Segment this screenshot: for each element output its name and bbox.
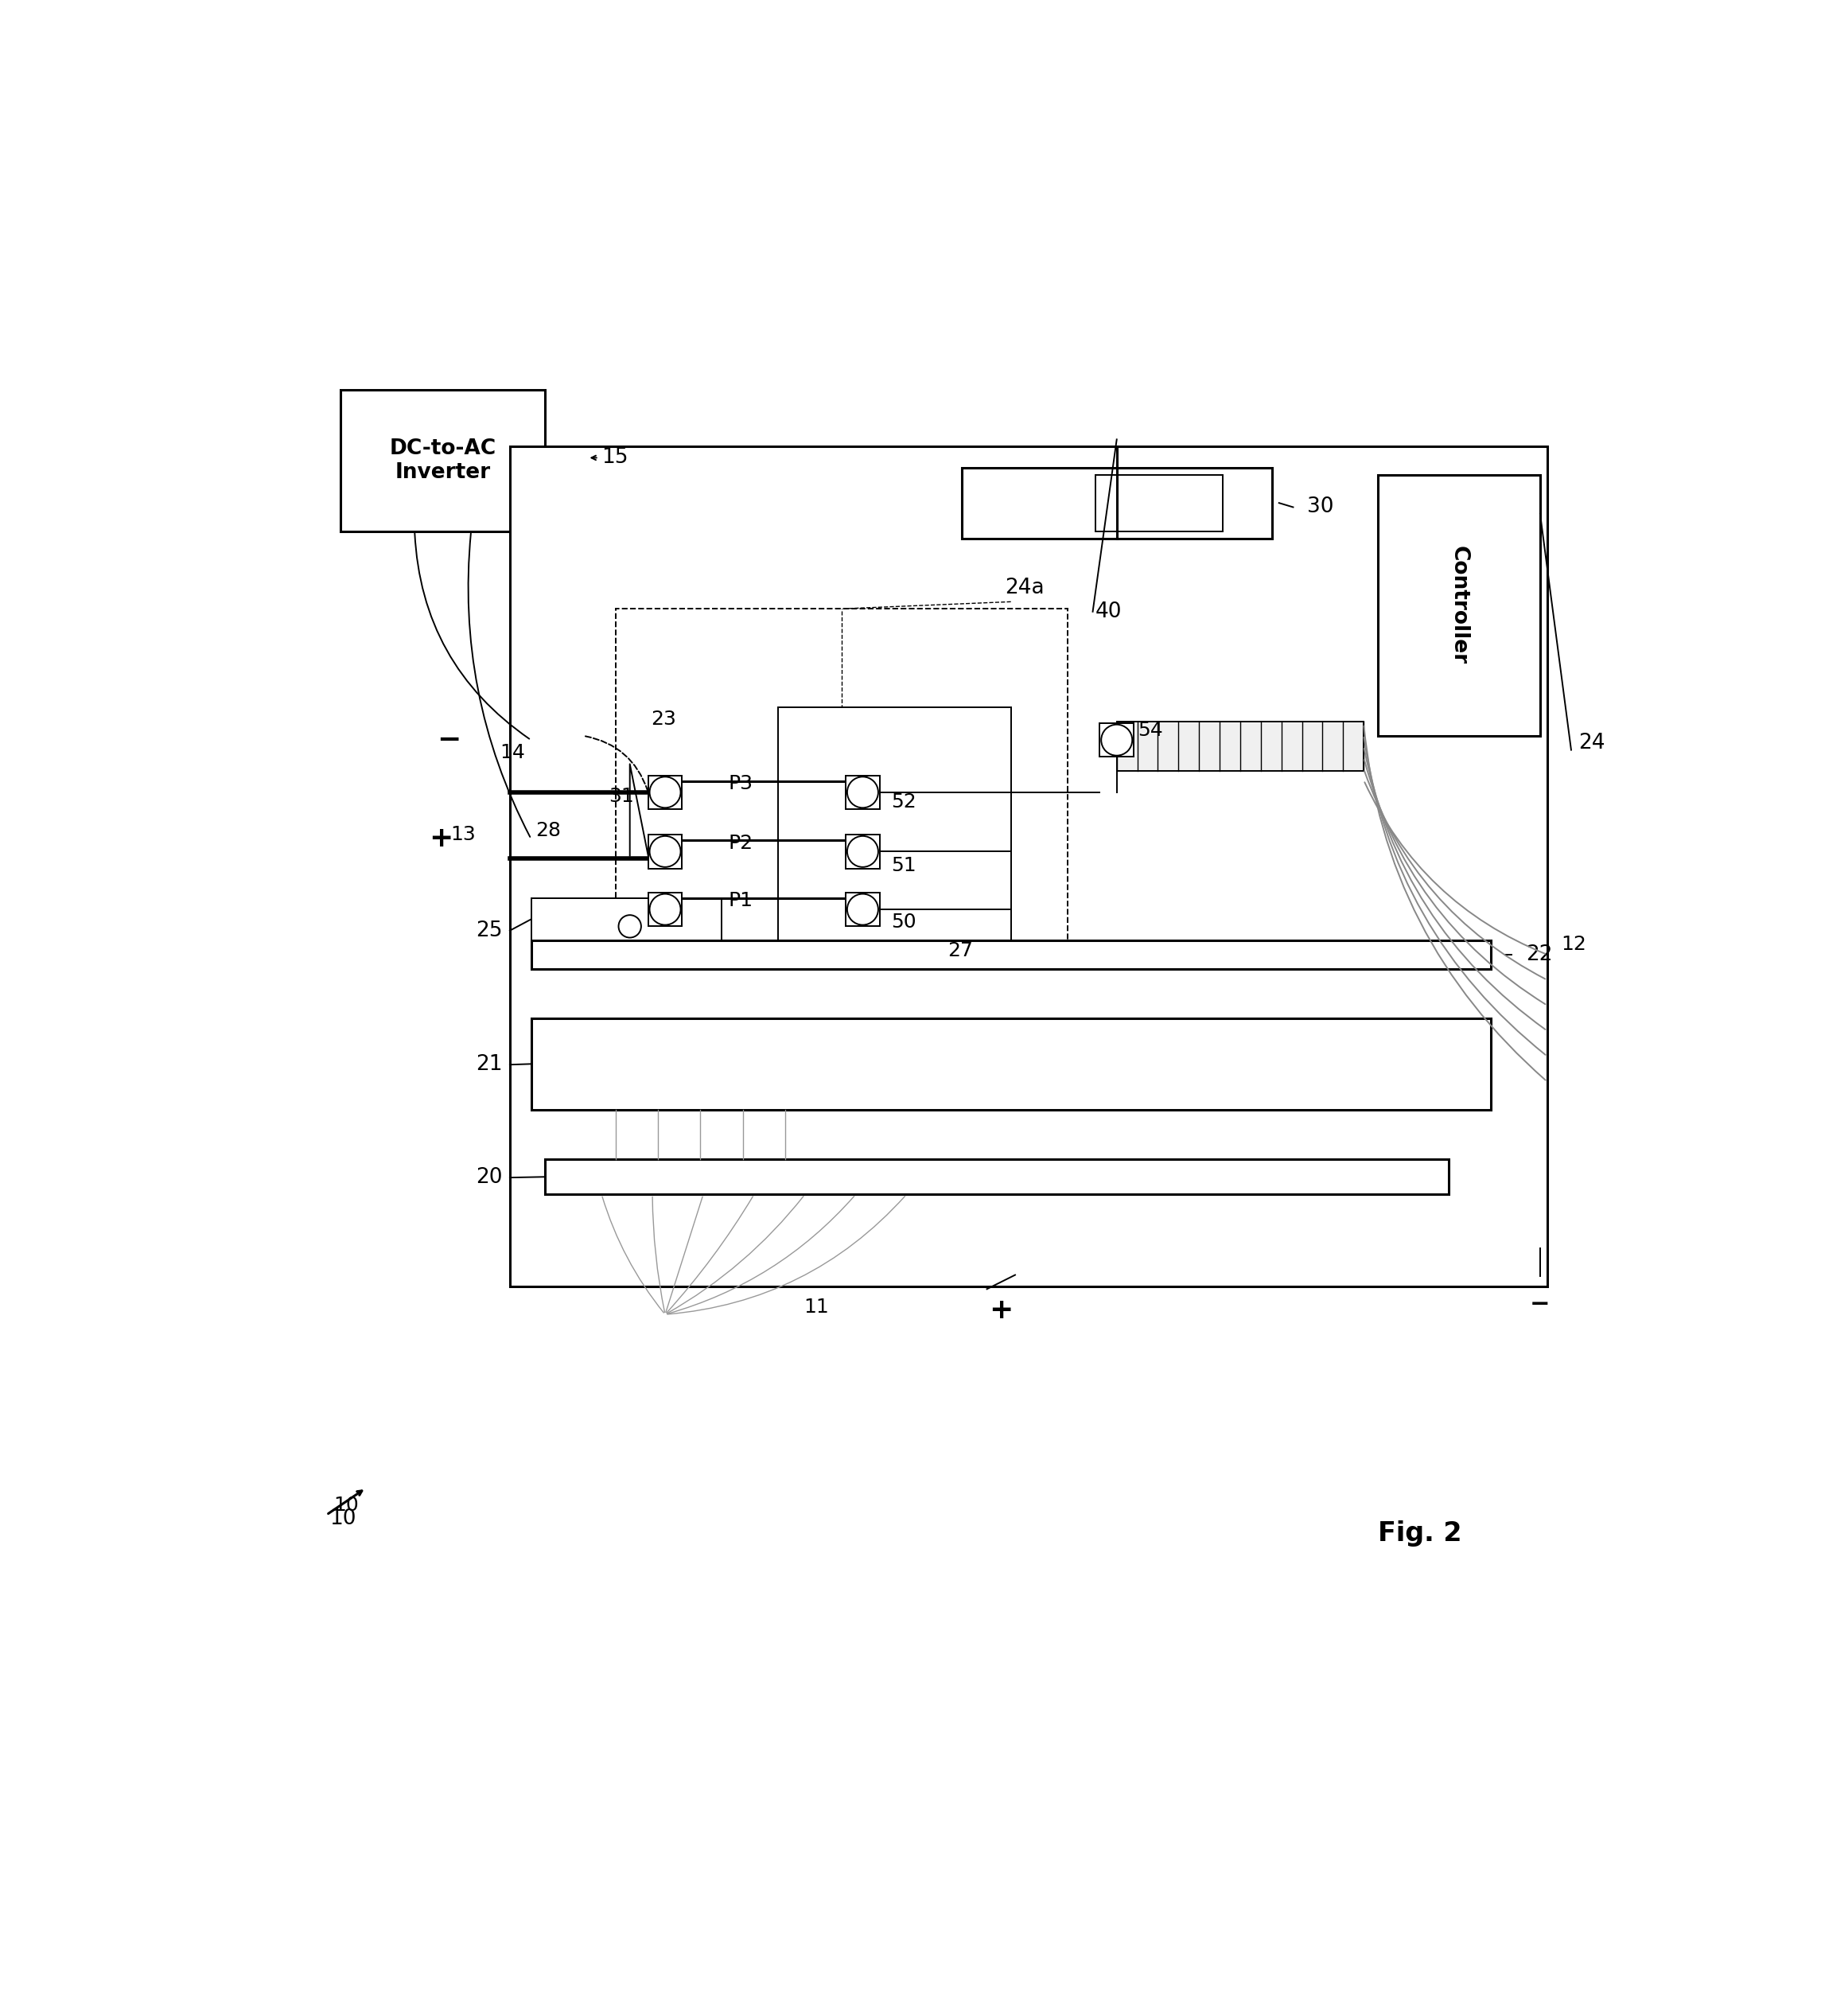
Text: 30: 30 bbox=[1307, 496, 1335, 518]
Text: 50: 50 bbox=[890, 913, 916, 931]
Circle shape bbox=[1102, 724, 1133, 756]
Bar bbox=[1320, 1018, 1353, 1068]
Circle shape bbox=[847, 837, 878, 867]
Text: P1: P1 bbox=[728, 891, 754, 911]
Circle shape bbox=[650, 776, 681, 808]
Text: 10: 10 bbox=[333, 1496, 359, 1514]
Bar bbox=[703, 1018, 738, 1068]
Bar bbox=[532, 1018, 565, 1068]
Text: 15: 15 bbox=[601, 448, 628, 468]
Bar bbox=[1251, 1018, 1286, 1068]
Text: 27: 27 bbox=[947, 941, 972, 960]
Text: 22: 22 bbox=[1526, 943, 1553, 966]
Bar bbox=[845, 835, 880, 869]
Bar bbox=[565, 1018, 599, 1068]
Text: Controller: Controller bbox=[1450, 546, 1470, 665]
Bar bbox=[648, 835, 683, 869]
Text: −: − bbox=[437, 726, 461, 754]
Bar bbox=[1100, 724, 1134, 756]
Bar bbox=[544, 1159, 1448, 1195]
Bar bbox=[532, 1018, 1491, 1111]
Bar bbox=[738, 1018, 770, 1068]
Text: 14: 14 bbox=[501, 744, 526, 762]
Bar bbox=[532, 939, 1491, 968]
Text: 54: 54 bbox=[1138, 720, 1164, 740]
Text: +: + bbox=[989, 1296, 1012, 1325]
Text: 28: 28 bbox=[535, 821, 561, 841]
Circle shape bbox=[650, 893, 681, 925]
Bar bbox=[961, 468, 1271, 538]
Text: 52: 52 bbox=[890, 792, 916, 812]
Bar bbox=[615, 609, 1067, 954]
Bar bbox=[805, 1018, 839, 1068]
Circle shape bbox=[650, 837, 681, 867]
Circle shape bbox=[619, 915, 641, 937]
Bar bbox=[845, 776, 880, 808]
Bar bbox=[1116, 722, 1364, 770]
Text: 25: 25 bbox=[475, 919, 503, 941]
Text: +: + bbox=[428, 825, 453, 853]
Bar bbox=[1286, 1018, 1320, 1068]
Bar bbox=[648, 776, 683, 808]
Bar bbox=[839, 1018, 874, 1068]
Bar bbox=[1114, 1018, 1147, 1068]
Bar bbox=[778, 708, 1011, 968]
Text: 40: 40 bbox=[1096, 601, 1122, 623]
Bar bbox=[532, 897, 721, 939]
Text: 11: 11 bbox=[803, 1298, 829, 1316]
Text: DC-to-AC
Inverter: DC-to-AC Inverter bbox=[390, 437, 495, 484]
Bar bbox=[1096, 474, 1222, 530]
Bar bbox=[634, 1018, 668, 1068]
Bar bbox=[1011, 1018, 1045, 1068]
Bar bbox=[1080, 1018, 1114, 1068]
Text: P2: P2 bbox=[728, 833, 754, 853]
Text: Fig. 2: Fig. 2 bbox=[1378, 1520, 1462, 1546]
Bar bbox=[510, 446, 1548, 1286]
Bar bbox=[1353, 1018, 1388, 1068]
Text: 21: 21 bbox=[475, 1054, 503, 1075]
Bar bbox=[1147, 1018, 1182, 1068]
Text: 12: 12 bbox=[1561, 935, 1586, 954]
Text: 51: 51 bbox=[890, 857, 916, 875]
Text: 23: 23 bbox=[652, 710, 676, 728]
Bar bbox=[1216, 1018, 1251, 1068]
Bar bbox=[668, 1018, 703, 1068]
Text: 24a: 24a bbox=[1005, 577, 1045, 599]
Text: 20: 20 bbox=[475, 1167, 503, 1187]
Bar bbox=[1457, 1018, 1491, 1068]
Bar bbox=[1182, 1018, 1216, 1068]
Text: P3: P3 bbox=[728, 774, 754, 794]
Text: 24: 24 bbox=[1579, 732, 1604, 754]
Bar bbox=[1422, 1018, 1457, 1068]
Bar bbox=[1388, 1018, 1422, 1068]
Bar bbox=[648, 893, 683, 925]
Bar bbox=[941, 1018, 976, 1068]
Bar bbox=[1378, 474, 1541, 736]
Bar bbox=[770, 1018, 805, 1068]
Circle shape bbox=[847, 893, 878, 925]
Bar bbox=[341, 389, 544, 530]
Bar bbox=[874, 1018, 909, 1068]
Bar bbox=[845, 893, 880, 925]
Text: −: − bbox=[1530, 1292, 1550, 1316]
Bar bbox=[1045, 1018, 1080, 1068]
Bar bbox=[909, 1018, 941, 1068]
Bar bbox=[976, 1018, 1011, 1068]
Text: 10: 10 bbox=[330, 1508, 355, 1530]
Text: 31: 31 bbox=[608, 786, 634, 806]
Text: 13: 13 bbox=[450, 825, 475, 845]
Bar bbox=[599, 1018, 634, 1068]
Circle shape bbox=[847, 776, 878, 808]
